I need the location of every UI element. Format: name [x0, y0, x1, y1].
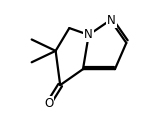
Text: N: N — [84, 28, 93, 41]
Text: N: N — [107, 14, 116, 27]
Text: O: O — [44, 97, 53, 110]
